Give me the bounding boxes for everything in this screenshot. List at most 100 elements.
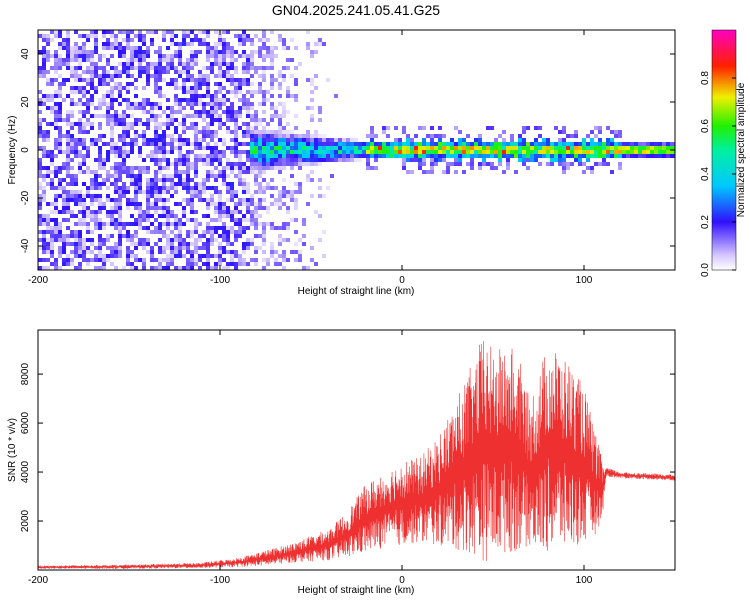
heatmap-cell (186, 230, 190, 234)
heatmap-cell (78, 150, 82, 154)
heatmap-cell (154, 218, 158, 222)
heatmap-cell (226, 146, 230, 150)
heatmap-cell (66, 170, 70, 174)
heatmap-cell (218, 162, 222, 166)
heatmap-cell (238, 234, 242, 238)
heatmap-cell (246, 82, 250, 86)
heatmap-cell (222, 150, 226, 154)
heatmap-cell (610, 154, 614, 158)
heatmap-cell (662, 154, 666, 158)
heatmap-cell (206, 78, 210, 82)
heatmap-cell (142, 50, 146, 54)
heatmap-cell (162, 138, 166, 142)
heatmap-cell (226, 118, 230, 122)
heatmap-cell (190, 54, 194, 58)
heatmap-cell (162, 198, 166, 202)
heatmap-cell (158, 86, 162, 90)
heatmap-cell (82, 102, 86, 106)
heatmap-cell (146, 54, 150, 58)
heatmap-cell (270, 222, 274, 226)
heatmap-cell (270, 134, 274, 138)
heatmap-cell (86, 194, 90, 198)
heatmap-cell (42, 174, 46, 178)
heatmap-cell (222, 170, 226, 174)
heatmap-cell (214, 30, 218, 34)
heatmap-cell (166, 218, 170, 222)
heatmap-cell (526, 142, 530, 146)
heatmap-cell (210, 110, 214, 114)
heatmap-cell (558, 150, 562, 154)
heatmap-cell (218, 214, 222, 218)
heatmap-cell (250, 82, 254, 86)
heatmap-cell (558, 130, 562, 134)
heatmap-cell (90, 34, 94, 38)
heatmap-cell (566, 154, 570, 158)
heatmap-cell (290, 142, 294, 146)
heatmap-cell (502, 138, 506, 142)
heatmap-cell (170, 214, 174, 218)
heatmap-cell (78, 238, 82, 242)
heatmap-cell (234, 222, 238, 226)
heatmap-cell (270, 146, 274, 150)
heatmap-cell (370, 138, 374, 142)
heatmap-cell (130, 142, 134, 146)
heatmap-cell (78, 78, 82, 82)
heatmap-cell (46, 258, 50, 262)
heatmap-cell (230, 102, 234, 106)
heatmap-cell (250, 62, 254, 66)
heatmap-cell (58, 34, 62, 38)
heatmap-cell (154, 206, 158, 210)
heatmap-cell (194, 174, 198, 178)
heatmap-cell (278, 86, 282, 90)
heatmap-cell (54, 230, 58, 234)
heatmap-cell (570, 150, 574, 154)
heatmap-cell (226, 74, 230, 78)
heatmap-cell (238, 174, 242, 178)
heatmap-cell (190, 50, 194, 54)
heatmap-cell (202, 106, 206, 110)
heatmap-cell (54, 122, 58, 126)
heatmap-cell (194, 218, 198, 222)
heatmap-cell (122, 126, 126, 130)
heatmap-cell (102, 42, 106, 46)
heatmap-cell (74, 234, 78, 238)
heatmap-cell (614, 134, 618, 138)
heatmap-cell (578, 154, 582, 158)
heatmap-cell (154, 242, 158, 246)
heatmap-cell (54, 234, 58, 238)
heatmap-cell (202, 178, 206, 182)
heatmap-cell (262, 238, 266, 242)
heatmap-cell (286, 150, 290, 154)
heatmap-cell (82, 70, 86, 74)
heatmap-cell (226, 46, 230, 50)
heatmap-cell (194, 226, 198, 230)
heatmap-cell (282, 158, 286, 162)
heatmap-cell (338, 158, 342, 162)
heatmap-cell (258, 86, 262, 90)
heatmap-cell (262, 170, 266, 174)
heatmap-cell (90, 58, 94, 62)
heatmap-cell (46, 130, 50, 134)
heatmap-cell (74, 54, 78, 58)
heatmap-cell (430, 154, 434, 158)
heatmap-cell (206, 170, 210, 174)
heatmap-cell (502, 154, 506, 158)
heatmap-cell (242, 122, 246, 126)
heatmap-cell (182, 214, 186, 218)
heatmap-cell (298, 166, 302, 170)
heatmap-cell (106, 174, 110, 178)
heatmap-cell (142, 38, 146, 42)
heatmap-cell (370, 130, 374, 134)
heatmap-cell (226, 242, 230, 246)
heatmap-cell (166, 258, 170, 262)
heatmap-cell (98, 186, 102, 190)
heatmap-cell (86, 102, 90, 106)
heatmap-cell (110, 166, 114, 170)
heatmap-cell (642, 154, 646, 158)
heatmap-cell (210, 174, 214, 178)
heatmap-cell (186, 218, 190, 222)
heatmap-cell (190, 194, 194, 198)
heatmap-cell (70, 230, 74, 234)
heatmap-cell (42, 246, 46, 250)
heatmap-cell (190, 150, 194, 154)
